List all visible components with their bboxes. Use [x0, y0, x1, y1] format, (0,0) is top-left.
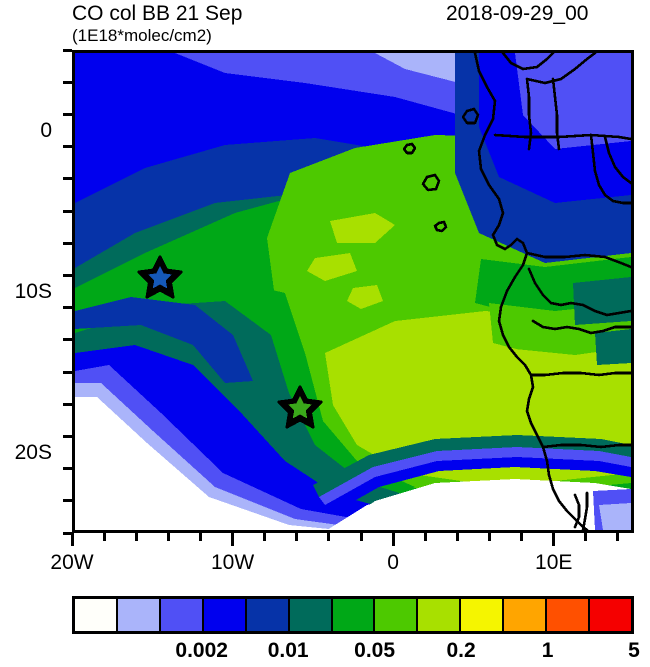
colorbar-tick-label: 0.01: [267, 639, 309, 662]
chart-title: CO col BB 21 Sep: [72, 2, 243, 25]
y-tick-minor: [63, 467, 72, 471]
y-tick-minor: [63, 241, 72, 245]
colorbar-cell-11: [547, 599, 591, 631]
x-tick-major: [231, 533, 235, 546]
x-tick-minor: [616, 533, 620, 541]
y-axis-label: 20S: [14, 440, 52, 464]
y-tick-minor: [63, 48, 72, 52]
x-tick-minor: [134, 533, 138, 541]
x-tick-minor: [423, 533, 427, 541]
x-tick-minor: [487, 533, 491, 541]
colorbar-tick-label: 5: [628, 639, 640, 662]
map-frame: [72, 50, 634, 533]
colorbar-cell-6: [332, 599, 376, 631]
y-tick-minor: [63, 434, 72, 438]
x-tick-major: [70, 533, 74, 546]
x-tick-minor: [455, 533, 459, 541]
site-marker-1: [137, 255, 183, 299]
colorbar-tick-label: 0.2: [446, 639, 476, 662]
x-tick-major: [391, 533, 395, 546]
x-tick-minor: [520, 533, 524, 541]
colorbar-tick-label: 0.002: [175, 639, 228, 662]
x-tick-minor: [102, 533, 106, 541]
colorbar-cell-12: [590, 599, 631, 631]
y-tick-minor: [63, 499, 72, 503]
y-tick-minor: [63, 402, 72, 406]
y-tick-minor: [63, 177, 72, 181]
x-axis-label: 20W: [50, 551, 94, 574]
colorbar-cell-1: [117, 599, 161, 631]
y-tick-minor: [63, 306, 72, 310]
colorbar-cell-3: [203, 599, 247, 631]
map-plot-area: [75, 53, 631, 530]
colorbar-cell-7: [375, 599, 419, 631]
colorbar[interactable]: [72, 596, 634, 634]
x-tick-minor: [263, 533, 267, 541]
y-tick-minor: [63, 273, 72, 277]
y-tick-minor: [63, 370, 72, 374]
colorbar-cell-4: [246, 599, 290, 631]
x-tick-major: [552, 533, 556, 546]
y-tick-minor: [63, 112, 72, 116]
y-tick-minor: [63, 145, 72, 149]
x-axis-label: 0: [387, 551, 399, 574]
x-axis-label: 10W: [210, 551, 255, 574]
x-tick-minor: [359, 533, 363, 541]
x-tick-minor: [295, 533, 299, 541]
x-axis-label: 10E: [535, 551, 573, 574]
x-tick-minor: [584, 533, 588, 541]
y-axis-label: 0: [40, 118, 52, 142]
x-tick-minor: [327, 533, 331, 541]
site-marker-2: [277, 385, 323, 429]
y-tick-minor: [63, 209, 72, 213]
y-tick-minor: [63, 338, 72, 342]
y-tick-minor: [63, 80, 72, 84]
colorbar-cell-0: [75, 599, 118, 631]
x-tick-minor: [166, 533, 170, 541]
colorbar-cell-2: [160, 599, 204, 631]
y-axis-label: 10S: [14, 279, 52, 303]
colorbar-tick-label: 0.05: [354, 639, 396, 662]
colorbar-cell-5: [289, 599, 333, 631]
chart-units-label: (1E18*molec/cm2): [72, 26, 212, 45]
y-tick-minor: [63, 531, 72, 535]
colorbar-tick-label: 1: [541, 639, 554, 662]
colorbar-cell-8: [418, 599, 462, 631]
colorbar-cell-9: [461, 599, 505, 631]
colorbar-cell-10: [504, 599, 548, 631]
chart-valid-time: 2018-09-29_00: [446, 2, 589, 25]
x-tick-minor: [198, 533, 202, 541]
